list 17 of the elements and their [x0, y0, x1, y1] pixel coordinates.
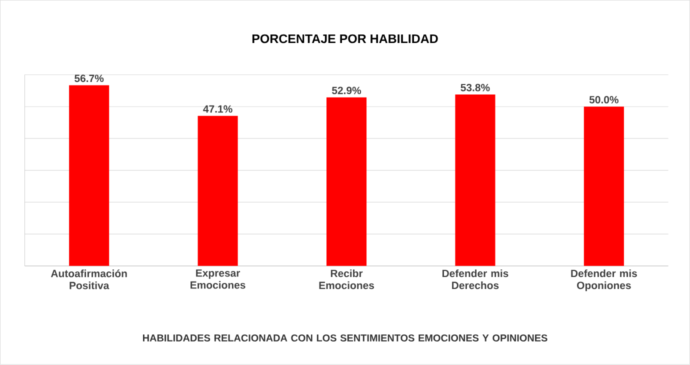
- data-label: 47.1%: [203, 105, 232, 113]
- chart-title: PORCENTAJE POR HABILIDAD: [252, 34, 438, 44]
- bar: [198, 116, 238, 266]
- data-label: 56.7%: [74, 74, 104, 82]
- data-label: 52.9%: [332, 86, 362, 94]
- x-tick-label: Defender mis Derechos: [442, 270, 508, 290]
- data-label: 50.0%: [589, 96, 618, 104]
- bar: [455, 94, 496, 266]
- x-tick-label: Defender mis Oponiones: [571, 270, 637, 292]
- x-tick-label: Expresar Emociones: [190, 270, 246, 289]
- x-tick-label: Recibr Emociones: [319, 270, 374, 290]
- bar: [326, 98, 367, 266]
- data-label: 53.8%: [460, 84, 490, 92]
- x-tick-label: Autoafirmación Positiva: [50, 270, 127, 290]
- bar: [584, 106, 624, 266]
- x-axis-title: HABILIDADES RELACIONADA CON LOS SENTIMIENTOS EMOCIONES Y OPINIONES: [143, 334, 548, 342]
- bar: [69, 85, 110, 266]
